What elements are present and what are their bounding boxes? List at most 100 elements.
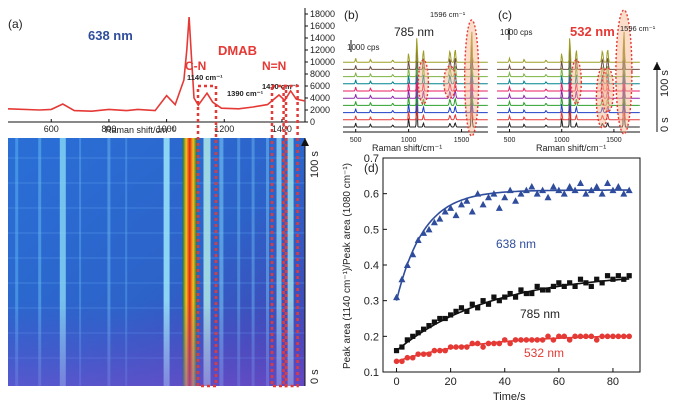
heatmap-band — [203, 138, 211, 386]
panel-d-point — [448, 312, 454, 318]
panel-a-y-tick-label: 12000 — [310, 45, 335, 55]
spectrum-series — [343, 89, 488, 121]
panel-d-point — [507, 290, 513, 297]
panel-d-point — [485, 193, 493, 201]
panel-d-point — [604, 179, 612, 186]
panel-d-fit-curves — [395, 189, 630, 363]
panel-d-point — [496, 298, 502, 304]
panel-d-point — [409, 250, 417, 258]
panel-d-point — [512, 197, 520, 204]
panel-a-laser-label: 638 nm — [88, 28, 133, 43]
x-tick-label: 500 — [350, 137, 362, 144]
peak-highlight — [600, 67, 615, 113]
panel-d-point — [620, 190, 628, 197]
panel-d-point — [431, 319, 437, 325]
panel-c-peak-label: 1596 cm⁻¹ — [620, 24, 656, 33]
panel-d-point — [480, 344, 486, 350]
panel-d-point — [464, 344, 470, 350]
panel-b-peak-label: 1596 cm⁻¹ — [430, 10, 466, 19]
panel-b-scale-label: 1000 cps — [347, 43, 379, 52]
panel-d-point — [583, 280, 589, 286]
panel-a-label: (a) — [8, 17, 23, 31]
panel-d-point — [502, 294, 508, 300]
spectrum-series — [343, 38, 488, 70]
panel-b-spectra: (b) 500 1000 1500 1000 cps 785 nm 1596 cm⁻… — [343, 8, 488, 153]
panel-c-spectra: (c) 500 1000 1500 1000 cps 532 nm 1596 cm⁻… — [497, 8, 671, 153]
panel-a-y-tick-label: 6000 — [310, 81, 330, 91]
panel-d-point — [458, 305, 465, 311]
panel-d-point — [485, 340, 492, 347]
panel-d-point — [393, 358, 400, 365]
peak-highlight — [595, 67, 610, 129]
panel-d-point — [453, 344, 459, 350]
panel-d-point — [506, 186, 514, 194]
panel-d-point — [437, 347, 443, 354]
spectrum-series — [343, 31, 488, 63]
panel-d-label: (d) — [364, 161, 379, 175]
panel-d-x-label: Time/s — [493, 391, 526, 403]
panel-d-point — [420, 326, 427, 332]
panel-c-series — [497, 9, 640, 135]
spectrum-series — [343, 82, 488, 114]
heatmap-band — [276, 138, 282, 386]
panel-d-point — [593, 183, 601, 190]
panel-d-point — [426, 323, 432, 329]
panel-d-point — [626, 333, 632, 340]
peak-highlight — [464, 19, 480, 137]
heatmap-band — [237, 138, 241, 386]
heatmap-time-end: 100 s — [309, 151, 321, 178]
panel-d-point — [512, 337, 519, 343]
x-tick-label: 500 — [504, 137, 516, 144]
panel-d-point — [464, 308, 470, 314]
panel-c-time-start: 0 s — [659, 117, 671, 132]
panel-d-point — [625, 186, 633, 194]
spectrum-series — [497, 82, 640, 114]
panel-d-point — [420, 351, 427, 357]
panel-a-x-tick-label: 600 — [44, 124, 59, 134]
panel-a-y-tick-label: 16000 — [310, 21, 335, 31]
highlight-boxes — [196, 84, 299, 388]
panel-a-x-tick-label: 1200 — [214, 124, 234, 134]
heatmap-bottom-shade — [8, 300, 305, 386]
x-tick-label: 1000 — [554, 137, 570, 144]
panel-a-x-tick-label: 1000 — [157, 124, 177, 134]
panel-d-point — [441, 208, 449, 215]
panel-d-point — [415, 351, 421, 357]
panel-d-point — [480, 298, 486, 304]
panel-d-x-tick-label: 60 — [553, 376, 565, 388]
panel-d-point — [599, 280, 605, 286]
panel-d-y-ticks: 0.1 0.2 0.3 0.4 0.5 0.6 0.7 — [364, 153, 387, 379]
panel-d-point — [594, 276, 600, 282]
panel-d-point — [534, 337, 540, 343]
heatmap-band — [219, 138, 224, 386]
heatmap-band — [79, 138, 82, 386]
panel-d-y-tick-label: 0.7 — [364, 153, 379, 165]
panel-d-point — [491, 294, 497, 300]
highlight-box — [282, 84, 299, 388]
heatmap-band — [287, 138, 294, 386]
panel-d-point — [398, 275, 406, 283]
panel-a-y-tick-label: 8000 — [310, 69, 330, 79]
panel-d-point — [533, 190, 541, 197]
heatmap-time-arrow-icon — [301, 138, 309, 146]
heatmap-time-start: 0 s — [309, 369, 321, 384]
panel-d-point — [599, 333, 605, 340]
panel-d-point — [567, 280, 573, 286]
panel-d-points — [393, 179, 633, 365]
panel-d-point — [522, 186, 530, 194]
panel-d-point — [393, 348, 400, 354]
panel-d-point — [572, 283, 578, 289]
spectrum-series — [343, 67, 488, 99]
x-tick-label: 1500 — [454, 137, 470, 144]
panel-d-point — [549, 183, 557, 190]
highlight-box — [270, 84, 288, 388]
panel-d-point — [571, 186, 579, 194]
panel-d-point — [415, 330, 421, 336]
panel-d-point — [437, 315, 443, 322]
panel-d-point — [404, 354, 411, 361]
panel-d-point — [610, 276, 616, 282]
panel-a-y-tick-label: 14000 — [310, 33, 335, 43]
panel-d-x-tick-label: 20 — [445, 376, 457, 388]
panel-d-x-ticks: 0 20 40 60 80 — [393, 368, 619, 388]
panel-d-point — [410, 333, 416, 339]
